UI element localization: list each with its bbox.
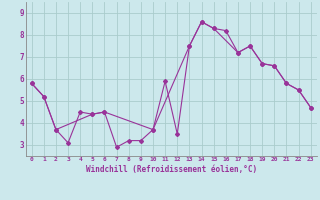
X-axis label: Windchill (Refroidissement éolien,°C): Windchill (Refroidissement éolien,°C) <box>86 165 257 174</box>
